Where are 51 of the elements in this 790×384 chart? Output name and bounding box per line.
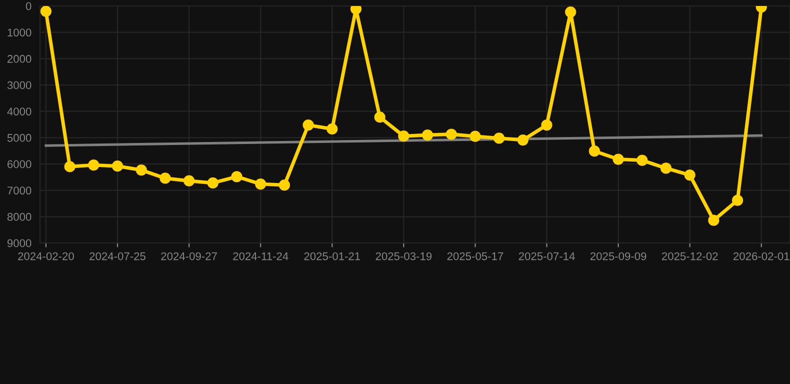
point	[64, 161, 76, 172]
point	[612, 154, 624, 165]
point	[708, 214, 720, 226]
x-tick-label: 2025-09-09	[590, 252, 646, 260]
point	[207, 177, 218, 189]
point	[326, 123, 338, 135]
y-tick-label: 2000	[8, 54, 32, 63]
point	[660, 162, 672, 174]
point	[446, 128, 457, 140]
y-tick-label: 3000	[7, 81, 32, 90]
point	[494, 132, 505, 144]
point	[470, 130, 481, 142]
point	[398, 130, 410, 142]
point	[302, 119, 314, 131]
x-tick-label: 2024-11-24	[233, 252, 288, 260]
x-tick-label: 2025-12-02	[662, 252, 718, 260]
point	[183, 175, 195, 186]
point	[517, 134, 528, 146]
x-tick-label: 2026-02-01	[734, 252, 790, 260]
point	[255, 178, 266, 190]
y-tick-label: 0	[26, 2, 32, 10]
x-tick-label: 2025-07-14	[518, 252, 575, 260]
y-tick-label: 6000	[8, 160, 32, 168]
y-tick-label: 8000	[7, 212, 32, 221]
point	[40, 6, 52, 17]
point	[350, 6, 362, 14]
x-tick-label: 2025-05-17	[447, 252, 504, 260]
point	[636, 154, 648, 166]
point	[231, 171, 242, 182]
point	[541, 119, 552, 131]
y-tick-label: 9000	[7, 239, 32, 248]
point	[278, 180, 290, 191]
point	[588, 146, 600, 157]
x-tick-label: 2024-07-25	[90, 252, 146, 260]
y-tick-label: 4000	[7, 108, 32, 116]
point	[112, 160, 124, 172]
x-tick-label: 2025-03-19	[376, 252, 432, 260]
point	[136, 164, 147, 176]
point	[374, 112, 386, 123]
point	[88, 159, 100, 171]
x-tick-label: 2024-02-20	[18, 252, 74, 260]
point	[160, 172, 171, 184]
point	[565, 6, 576, 18]
y-tick-label: 7000	[8, 186, 32, 194]
point	[422, 129, 434, 141]
point	[684, 170, 696, 181]
x-tick-label: 2025-01-21	[304, 252, 360, 260]
x-tick-label: 2024-09-27	[161, 252, 217, 260]
y-tick-label: 5000	[7, 134, 32, 142]
point	[732, 194, 744, 206]
y-tick-label: 1000	[8, 28, 32, 36]
